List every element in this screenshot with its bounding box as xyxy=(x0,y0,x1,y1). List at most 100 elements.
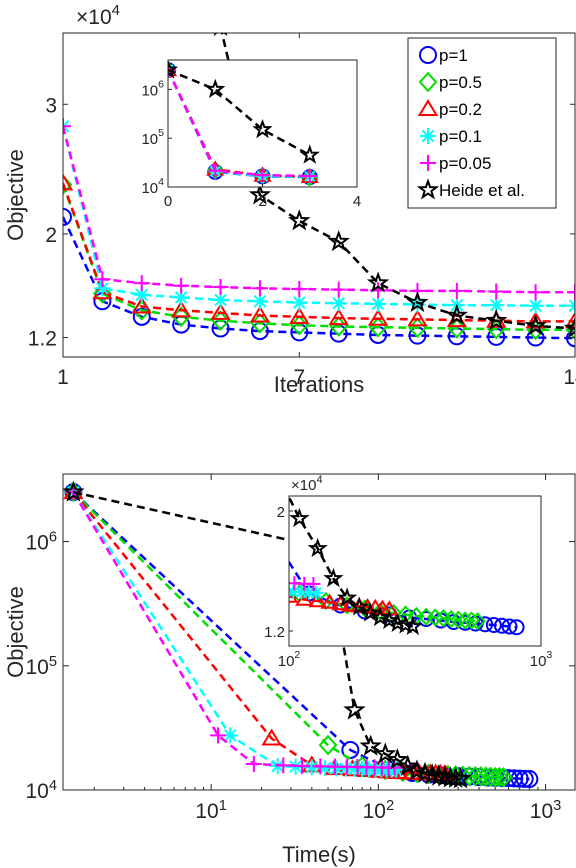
data-point xyxy=(328,760,345,777)
x-axis-label: Iterations xyxy=(274,372,365,397)
chart-time: 101 102 103 104 105 106 Time(s) Objective 102 103… xyxy=(3,466,576,867)
inset-series-4 xyxy=(235,574,321,592)
inset-y-tick-label: 1.2 xyxy=(264,624,285,641)
data-point xyxy=(374,742,397,764)
data-point xyxy=(564,311,575,329)
y-tick-label: 1.2 xyxy=(28,328,57,351)
data-point xyxy=(406,290,429,313)
inset-data-point xyxy=(463,611,480,630)
inset-series-5 xyxy=(270,466,423,636)
inset-data-point xyxy=(299,144,320,164)
series-2 xyxy=(63,173,575,329)
inset-series-line xyxy=(289,595,390,611)
x-tick-label: 103 xyxy=(530,798,562,823)
data-point xyxy=(370,295,387,312)
inset-data-point xyxy=(251,575,265,589)
x-tick-label: 7 xyxy=(293,366,305,389)
inset-data-point xyxy=(323,567,344,588)
inset-data-point xyxy=(264,587,279,599)
legend-marker xyxy=(420,155,436,171)
data-point xyxy=(212,279,229,296)
inset-data-point xyxy=(246,582,260,596)
inset-data-point xyxy=(208,163,223,178)
data-point xyxy=(303,759,320,776)
inset-series-line xyxy=(289,496,414,628)
legend-marker xyxy=(417,99,439,116)
series-4 xyxy=(63,118,575,301)
data-point xyxy=(63,118,71,135)
plot-area xyxy=(63,480,539,789)
data-point xyxy=(566,329,575,348)
y-tick-label: 106 xyxy=(25,530,57,555)
legend-marker xyxy=(416,178,440,200)
legend-label: Heide et al. xyxy=(439,181,525,200)
inset-data-point xyxy=(168,60,179,79)
data-point xyxy=(212,291,229,308)
data-point xyxy=(210,727,227,744)
inset-y-tick-label: 105 xyxy=(141,127,164,148)
data-point xyxy=(327,229,350,252)
inset-y-tick-label: 2 xyxy=(277,504,285,521)
data-point xyxy=(330,295,347,312)
series-line xyxy=(63,216,575,340)
data-point xyxy=(131,296,152,314)
data-point xyxy=(213,33,228,36)
y-axis-label: Objective xyxy=(3,586,28,678)
data-point xyxy=(490,766,509,788)
inset-x-tick-label: 0 xyxy=(164,193,172,210)
data-point xyxy=(396,754,419,776)
legend-item: Heide et al. xyxy=(416,178,525,200)
data-point xyxy=(448,282,465,299)
series-5 xyxy=(63,480,472,789)
inset-data-point xyxy=(235,574,249,588)
inset-data-point xyxy=(301,585,316,600)
inset-data-point xyxy=(309,585,324,600)
x-tick-label: 1 xyxy=(57,366,69,389)
data-point xyxy=(171,306,191,328)
data-point xyxy=(359,734,382,756)
data-point xyxy=(318,734,338,756)
inset-time: 102 103 1.2 2 ×104 xyxy=(235,466,553,670)
inset-data-point xyxy=(397,605,414,624)
inset-iterations: 0 2 4 104 105 106 xyxy=(141,59,361,210)
inset-x-tick-label: 102 xyxy=(278,649,301,670)
y-multiplier: ×104 xyxy=(76,2,120,29)
legend: p=1 p=0.5 p=0.2 p=0.1 p=0.05 Heide et al. xyxy=(407,37,557,209)
inset-data-point xyxy=(360,602,381,622)
data-point xyxy=(288,209,311,231)
inset-data-point xyxy=(258,571,272,586)
plot-area xyxy=(63,33,575,348)
inset-data-point xyxy=(289,585,301,599)
inset-axes-box xyxy=(288,495,542,647)
data-point xyxy=(63,480,85,502)
data-point xyxy=(251,280,268,297)
data-point xyxy=(409,296,426,313)
inset-data-point xyxy=(289,582,291,584)
data-point xyxy=(488,297,505,314)
data-point xyxy=(133,286,150,303)
data-point xyxy=(407,309,428,327)
inset-data-point xyxy=(450,610,467,629)
inset-data-point xyxy=(302,169,317,184)
data-point xyxy=(445,303,469,325)
data-point xyxy=(388,761,405,778)
data-point xyxy=(222,727,239,744)
legend-label: p=1 xyxy=(439,46,468,65)
inset-data-point xyxy=(289,507,310,528)
legend-label: p=0.2 xyxy=(439,100,482,119)
inset-data-point xyxy=(268,584,282,598)
legend-label: p=0.1 xyxy=(439,127,482,146)
data-point xyxy=(170,300,192,318)
legend-item: p=0.2 xyxy=(417,99,482,119)
data-point xyxy=(449,767,472,789)
inset-x-tick-label: 4 xyxy=(353,193,361,210)
inset-x-tick-label: 103 xyxy=(530,649,553,670)
inset-y-multiplier: ×104 xyxy=(291,474,323,494)
data-point xyxy=(93,283,112,304)
inset-data-point xyxy=(508,619,525,636)
y-tick-label: 3 xyxy=(45,94,57,117)
data-point xyxy=(173,277,190,294)
inset-data-point xyxy=(320,593,339,609)
inset-data-point xyxy=(270,466,285,480)
data-point xyxy=(210,302,231,320)
